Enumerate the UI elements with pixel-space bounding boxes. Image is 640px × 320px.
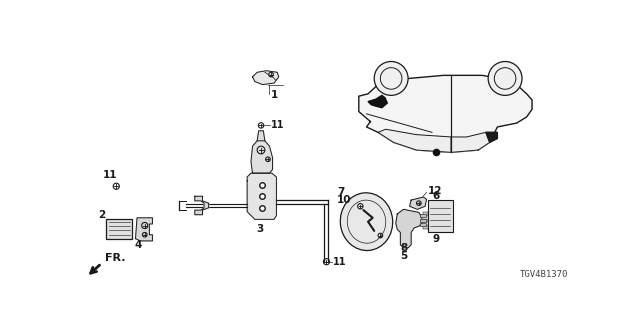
Polygon shape: [396, 209, 422, 248]
Text: 3: 3: [257, 224, 264, 234]
Text: FR.: FR.: [105, 253, 125, 263]
Text: 1: 1: [271, 90, 278, 100]
Bar: [424, 219, 428, 222]
Text: 2: 2: [98, 210, 105, 220]
Text: 10: 10: [337, 195, 352, 205]
Polygon shape: [486, 132, 497, 142]
Text: 4: 4: [135, 240, 142, 250]
Bar: [420, 223, 426, 226]
Polygon shape: [247, 173, 276, 219]
Text: 12: 12: [428, 186, 443, 196]
Polygon shape: [257, 131, 265, 141]
Ellipse shape: [340, 193, 393, 251]
Text: 11: 11: [333, 257, 346, 267]
Circle shape: [374, 61, 408, 95]
Text: 6: 6: [433, 191, 440, 201]
Bar: [420, 219, 426, 222]
Polygon shape: [359, 75, 532, 152]
Polygon shape: [136, 218, 152, 241]
Bar: [420, 214, 426, 217]
Bar: [428, 200, 452, 232]
Text: 7: 7: [337, 188, 344, 197]
Polygon shape: [451, 132, 493, 152]
Text: 8: 8: [401, 243, 408, 253]
Polygon shape: [251, 141, 273, 173]
Bar: [424, 212, 428, 216]
Text: 9: 9: [433, 234, 440, 244]
Polygon shape: [378, 129, 451, 152]
Bar: [106, 219, 132, 239]
Polygon shape: [410, 197, 427, 209]
Polygon shape: [253, 71, 279, 84]
Circle shape: [488, 61, 522, 95]
Text: TGV4B1370: TGV4B1370: [520, 270, 568, 279]
Text: 5: 5: [401, 251, 408, 260]
Bar: [424, 225, 428, 228]
Text: 11: 11: [271, 120, 285, 131]
Polygon shape: [195, 196, 209, 215]
Text: 11: 11: [103, 171, 117, 180]
Polygon shape: [368, 95, 387, 108]
